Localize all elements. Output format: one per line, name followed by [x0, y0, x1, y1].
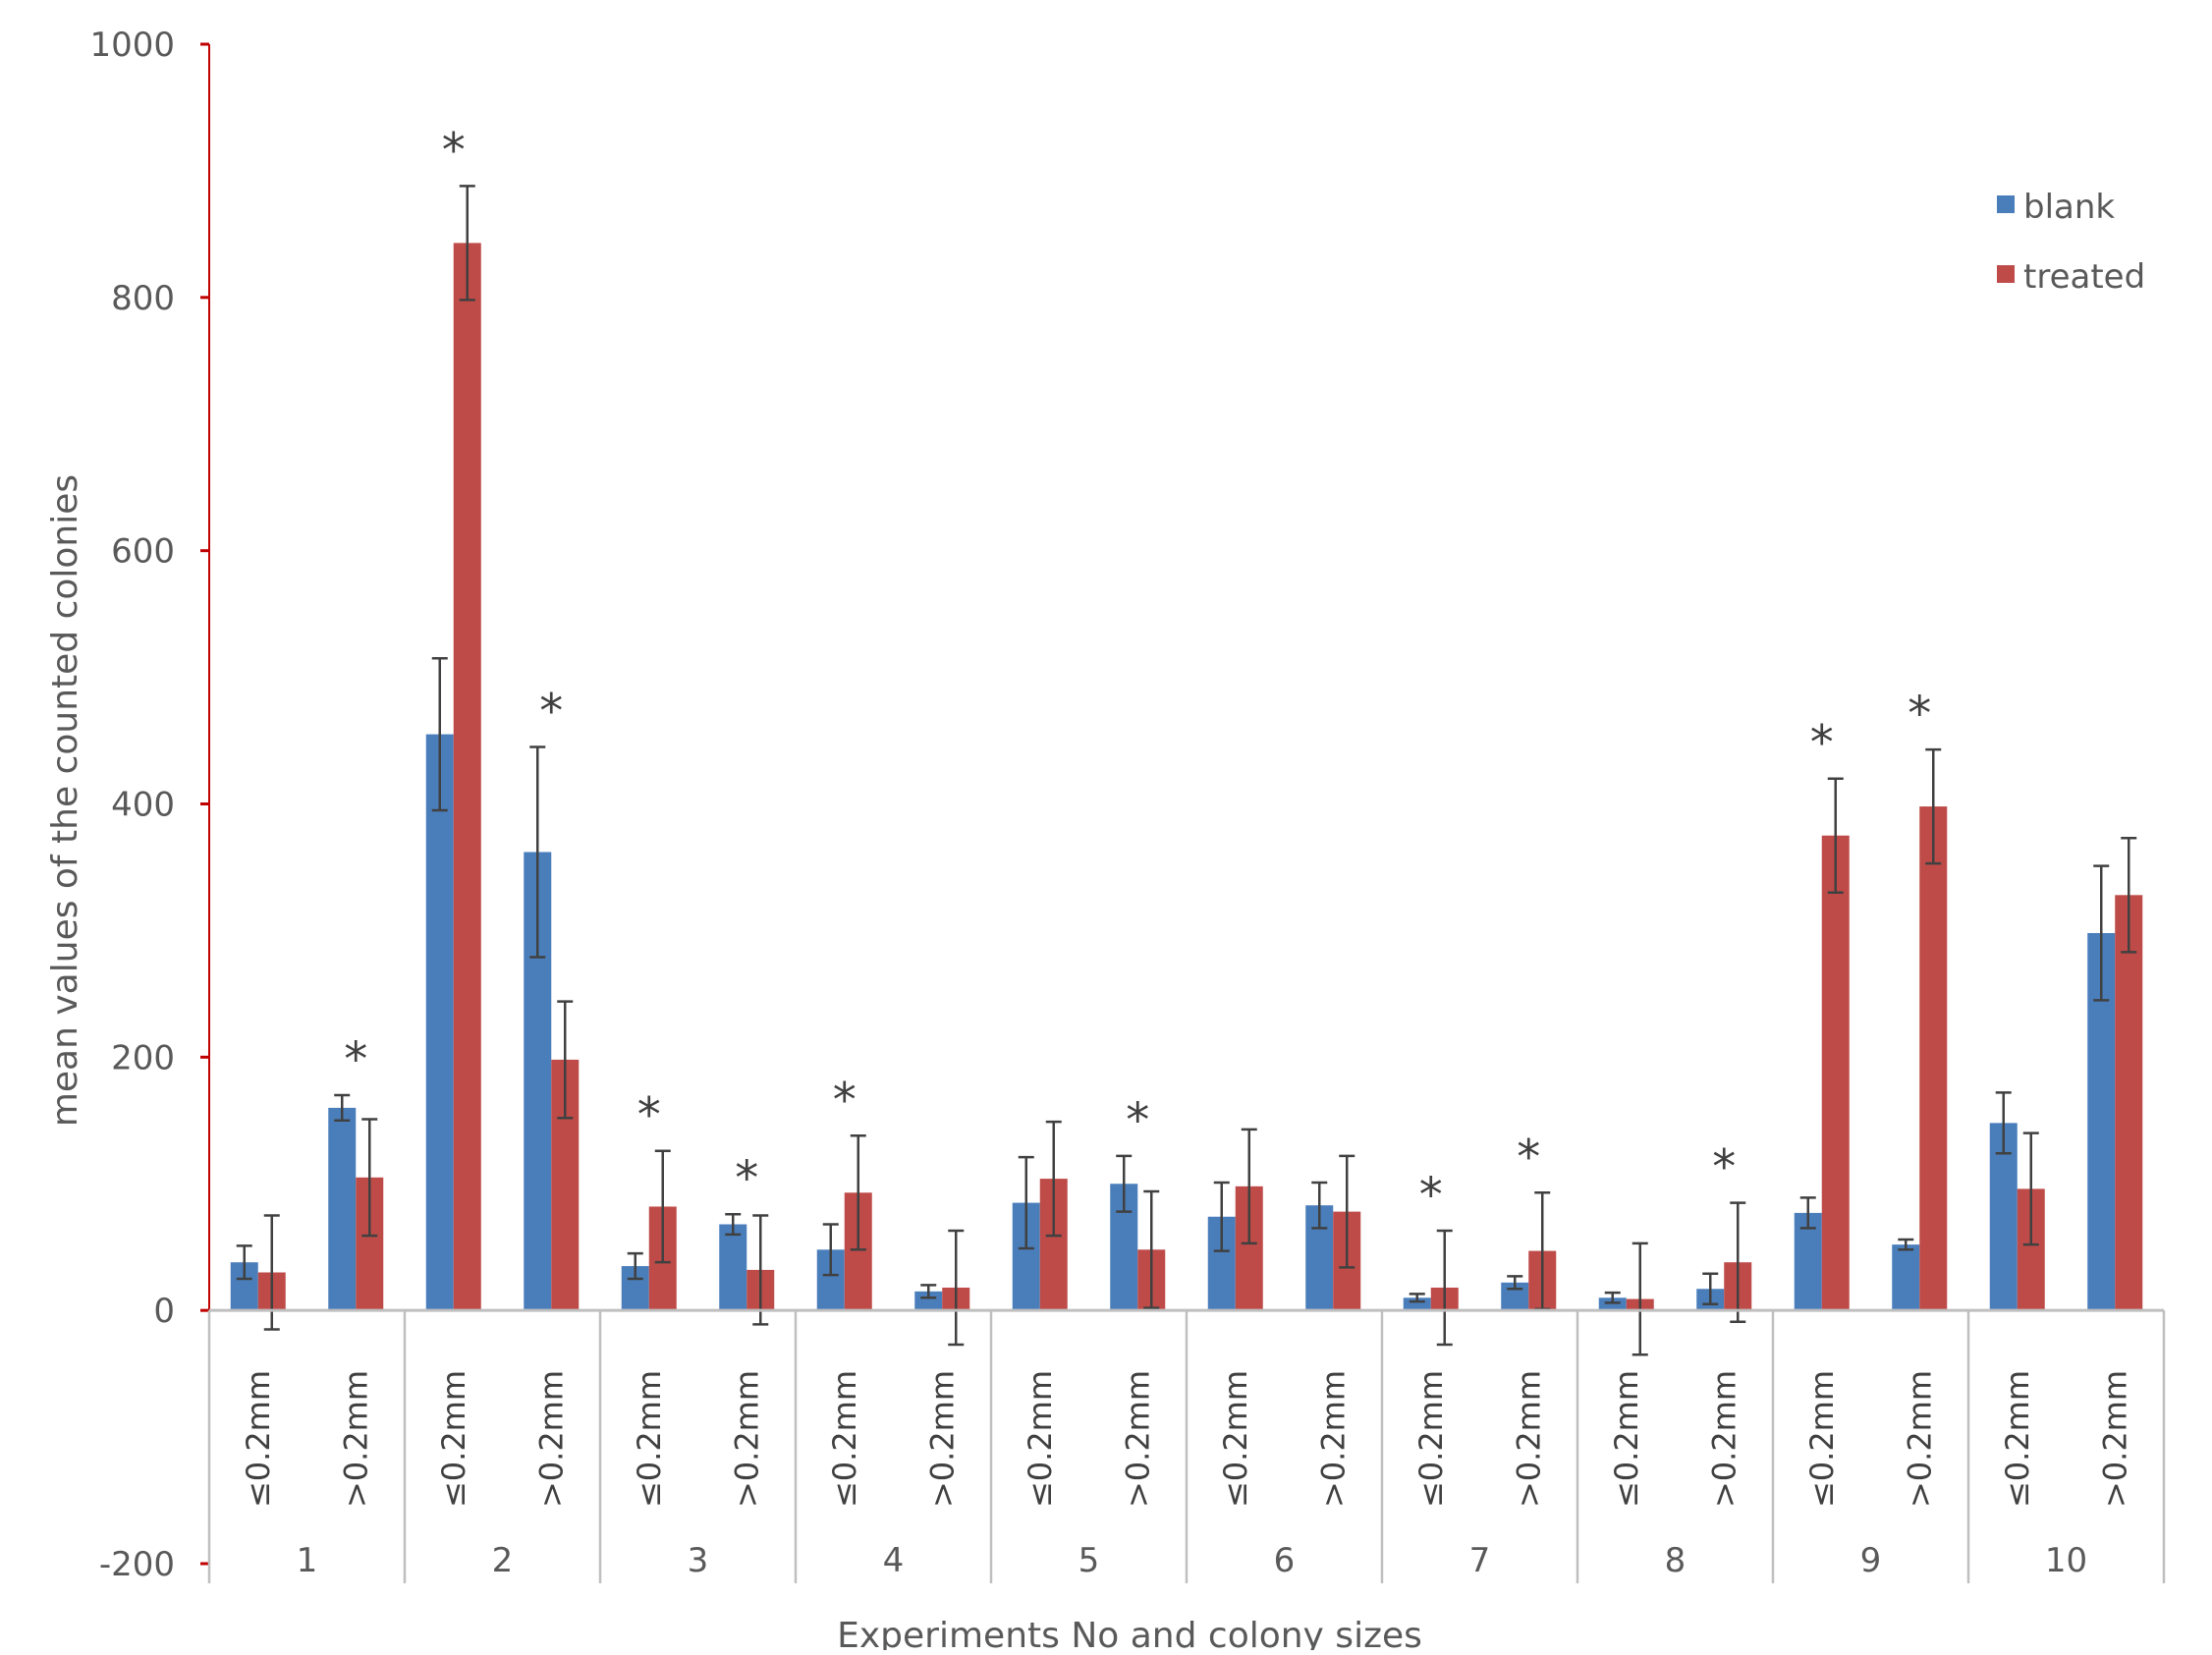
- x-group-label: 6: [1274, 1541, 1296, 1580]
- significance-star: *: [1908, 687, 1931, 742]
- bar-blank: [1892, 1244, 1920, 1311]
- y-axis-title: mean values of the counted colonies: [45, 474, 85, 1127]
- x-category-label: ≤0.2mm: [1803, 1370, 1841, 1508]
- x-group-label: 2: [492, 1541, 514, 1580]
- bar-treated: [1919, 806, 1948, 1311]
- x-category-label: ≤0.2mm: [1022, 1370, 1059, 1508]
- x-category-label: >0.2mm: [1510, 1370, 1547, 1508]
- significance-star: *: [1810, 716, 1834, 771]
- x-category-label: >0.2mm: [923, 1370, 961, 1508]
- x-category-label: ≤0.2mm: [1999, 1370, 2036, 1508]
- legend: blank treated: [1997, 188, 2145, 297]
- significance-star: *: [637, 1088, 661, 1143]
- x-category-label: >0.2mm: [1705, 1370, 1742, 1508]
- x-category-label: ≤0.2mm: [1412, 1370, 1450, 1508]
- bar-treated: [1821, 835, 1850, 1311]
- x-category-label: >0.2mm: [1119, 1370, 1156, 1508]
- legend-swatch-blank: [1997, 195, 2015, 213]
- bars: [230, 243, 2143, 1311]
- significance-star: *: [539, 684, 563, 739]
- x-axis-title: Experiments No and colony sizes: [837, 1616, 1422, 1650]
- axes: [207, 44, 2166, 1583]
- bar-blank: [914, 1291, 943, 1311]
- significance-star: *: [1517, 1130, 1540, 1185]
- x-group-label: 8: [1665, 1541, 1687, 1580]
- x-category-label: >0.2mm: [2096, 1370, 2133, 1508]
- x-category-label: ≤0.2mm: [1608, 1370, 1645, 1508]
- y-tick-label: 200: [111, 1038, 175, 1077]
- x-group-label: 3: [688, 1541, 709, 1580]
- y-tick-label: 400: [111, 786, 175, 825]
- bar-blank: [328, 1107, 357, 1311]
- bar-treated: [2115, 895, 2143, 1311]
- y-axis-ticks: 1000 800 600 400 200 0 -200: [89, 26, 209, 1584]
- bar-treated: [453, 243, 481, 1311]
- x-group-label: 5: [1078, 1541, 1100, 1580]
- x-group-label: 1: [297, 1541, 318, 1580]
- x-group-label: 7: [1469, 1541, 1491, 1580]
- significance-star: *: [442, 123, 466, 178]
- x-category-label: ≤0.2mm: [631, 1370, 668, 1508]
- significance-star: *: [1712, 1140, 1736, 1195]
- significance-star: *: [735, 1151, 758, 1206]
- x-category-label: ≤0.2mm: [240, 1370, 277, 1508]
- x-group-label: 9: [1860, 1541, 1882, 1580]
- error-bars: [236, 185, 2137, 1356]
- x-axis-labels: ≤0.2mm >0.2mm ≤0.2mm >0.2mm ≤0.2mm >0.2mm ≤0.2…: [240, 1370, 2134, 1580]
- x-group-label: 4: [883, 1541, 905, 1580]
- y-tick-label: 800: [111, 279, 175, 318]
- x-category-label: ≤0.2mm: [435, 1370, 472, 1508]
- bar-blank: [719, 1224, 747, 1311]
- significance-star: *: [1126, 1093, 1149, 1148]
- significance-star: *: [344, 1032, 367, 1087]
- x-group-label: 10: [2045, 1541, 2087, 1580]
- legend-label-treated: treated: [2023, 257, 2145, 297]
- x-category-label: >0.2mm: [337, 1370, 374, 1508]
- y-tick-label: 0: [153, 1292, 175, 1331]
- x-category-label: >0.2mm: [532, 1370, 570, 1508]
- bar-blank: [425, 734, 454, 1311]
- x-category-label: ≤0.2mm: [1217, 1370, 1254, 1508]
- y-tick-label: -200: [99, 1545, 175, 1584]
- x-category-label: >0.2mm: [1901, 1370, 1938, 1508]
- x-category-label: ≤0.2mm: [826, 1370, 863, 1508]
- significance-markers: * * * * * * * * * * * *: [344, 123, 1931, 1223]
- x-category-label: >0.2mm: [728, 1370, 765, 1508]
- y-tick-label: 1000: [89, 26, 175, 65]
- significance-star: *: [833, 1073, 857, 1128]
- legend-label-blank: blank: [2023, 188, 2115, 227]
- significance-star: *: [1419, 1168, 1443, 1223]
- bar-blank: [1598, 1297, 1627, 1311]
- x-category-label: >0.2mm: [1314, 1370, 1352, 1508]
- legend-swatch-treated: [1997, 265, 2015, 283]
- y-tick-label: 600: [111, 532, 175, 572]
